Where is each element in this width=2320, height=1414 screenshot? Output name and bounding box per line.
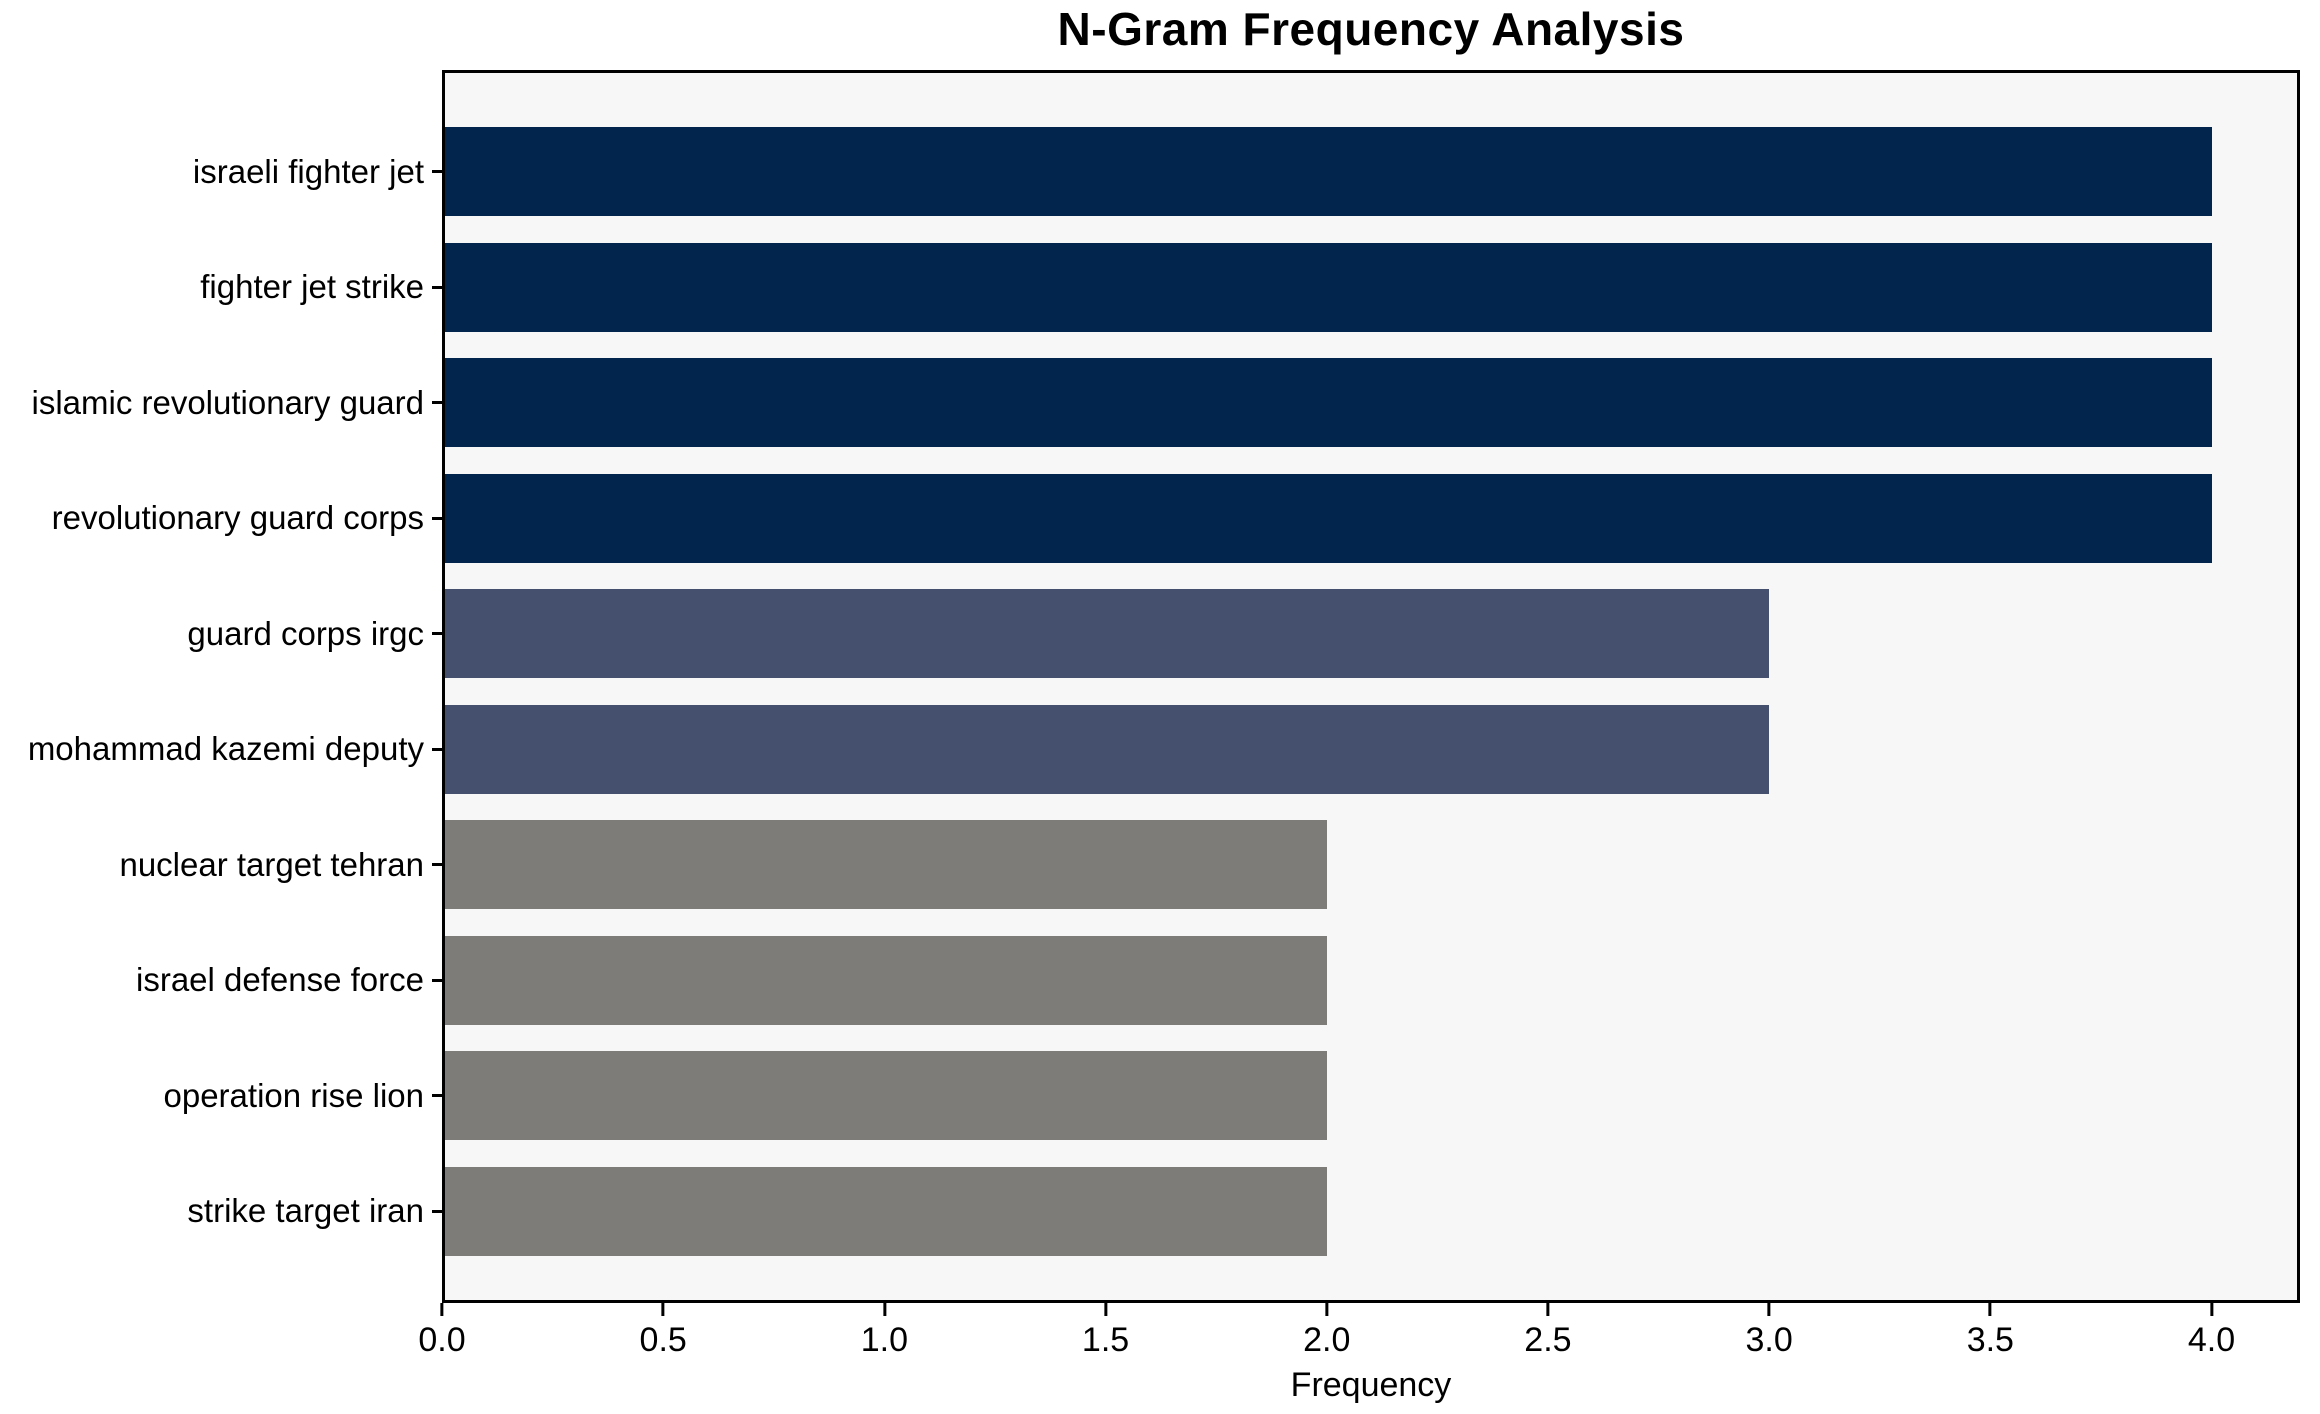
x-tick: 1.0 [861,1303,908,1360]
y-tick-label: nuclear target tehran [119,845,424,883]
y-tick-label: fighter jet strike [200,268,424,306]
x-tick: 3.0 [1746,1303,1793,1360]
y-tick-label: mohammad kazemi deputy [27,730,424,768]
bar [442,358,2212,448]
y-tick-label: islamic revolutionary guard [31,383,424,421]
y-tick-row: nuclear target tehran [0,807,442,923]
x-tick-label: 2.0 [1303,1321,1351,1359]
x-tick-label: 3.5 [1966,1321,2014,1359]
x-tick-label: 0.0 [418,1321,466,1359]
x-tick-mark [1325,1303,1329,1316]
y-tick-row: israel defense force [0,923,442,1039]
y-tick-row: islamic revolutionary guard [0,345,442,461]
y-tick-label: guard corps irgc [187,614,424,652]
x-tick-mark [1767,1303,1771,1316]
x-tick: 3.5 [1967,1303,2014,1360]
y-tick-label: israeli fighter jet [192,152,424,190]
x-tick-label: 4.0 [2187,1321,2236,1359]
bar-row [442,461,2300,577]
y-tick-row: strike target iran [0,1154,442,1270]
x-tick: 0.0 [418,1303,466,1360]
y-tick-mark [432,632,442,636]
bar-row [442,114,2300,230]
x-tick: 1.5 [1082,1303,1129,1360]
bar-row [442,345,2300,461]
bar-row [442,807,2300,923]
x-tick-label: 1.5 [1081,1321,1130,1359]
x-tick-label: 0.5 [639,1321,687,1359]
y-tick-row: operation rise lion [0,1038,442,1154]
x-tick: 0.5 [640,1303,687,1360]
y-tick-mark [432,1094,442,1098]
y-tick-label: revolutionary guard corps [51,499,424,537]
chart-title: N-Gram Frequency Analysis [1057,3,1685,55]
y-tick-label: israel defense force [136,961,424,999]
x-tick-mark [661,1303,665,1316]
y-tick-row: guard corps irgc [0,576,442,692]
y-tick-label: operation rise lion [163,1076,425,1114]
x-tick-mark [1546,1303,1550,1316]
bar [442,1166,1327,1256]
x-axis: 0.0 0.5 1.0 1.5 2.0 2.5 3.0 3.5 4.0 [418,1303,2300,1373]
x-tick-label: 1.0 [860,1321,909,1359]
y-tick-mark [432,285,442,289]
bars-layer [442,70,2300,1303]
y-tick-label: strike target iran [187,1192,424,1230]
bar [442,935,1327,1025]
x-tick-mark [440,1303,444,1316]
x-tick-label: 3.0 [1745,1321,1793,1359]
y-tick-mark [432,747,442,751]
y-tick-mark [432,170,442,174]
y-tick-row: mohammad kazemi deputy [0,692,442,808]
bar-row [442,230,2300,346]
x-tick-mark [2210,1303,2214,1316]
bar [442,704,1770,794]
bar [442,473,2212,563]
bar [442,820,1327,910]
x-tick-mark [1988,1303,1992,1316]
x-axis-label: Frequency [1290,1366,1452,1404]
bar-row [442,576,2300,692]
y-tick-mark [432,516,442,520]
x-tick: 2.5 [1524,1303,1572,1360]
bar-row [442,1038,2300,1154]
y-tick-row: fighter jet strike [0,230,442,346]
bar [442,127,2212,217]
bar [442,589,1770,679]
plot-area [442,70,2300,1303]
x-tick-mark [882,1303,886,1316]
y-axis: israeli fighter jet fighter jet strike isl… [0,70,442,1303]
y-tick-row: israeli fighter jet [0,114,442,230]
bar-row [442,692,2300,808]
bar-row [442,1154,2300,1270]
y-tick-mark [432,978,442,982]
x-tick: 4.0 [2188,1303,2235,1360]
x-tick-label: 2.5 [1524,1321,1572,1359]
y-tick-mark [432,863,442,867]
x-tick-mark [1104,1303,1108,1316]
y-tick-row: revolutionary guard corps [0,461,442,577]
bar [442,1051,1327,1141]
y-tick-mark [432,401,442,405]
x-tick: 2.0 [1303,1303,1350,1360]
y-tick-mark [432,1209,442,1213]
bar-row [442,923,2300,1039]
bar [442,242,2212,332]
